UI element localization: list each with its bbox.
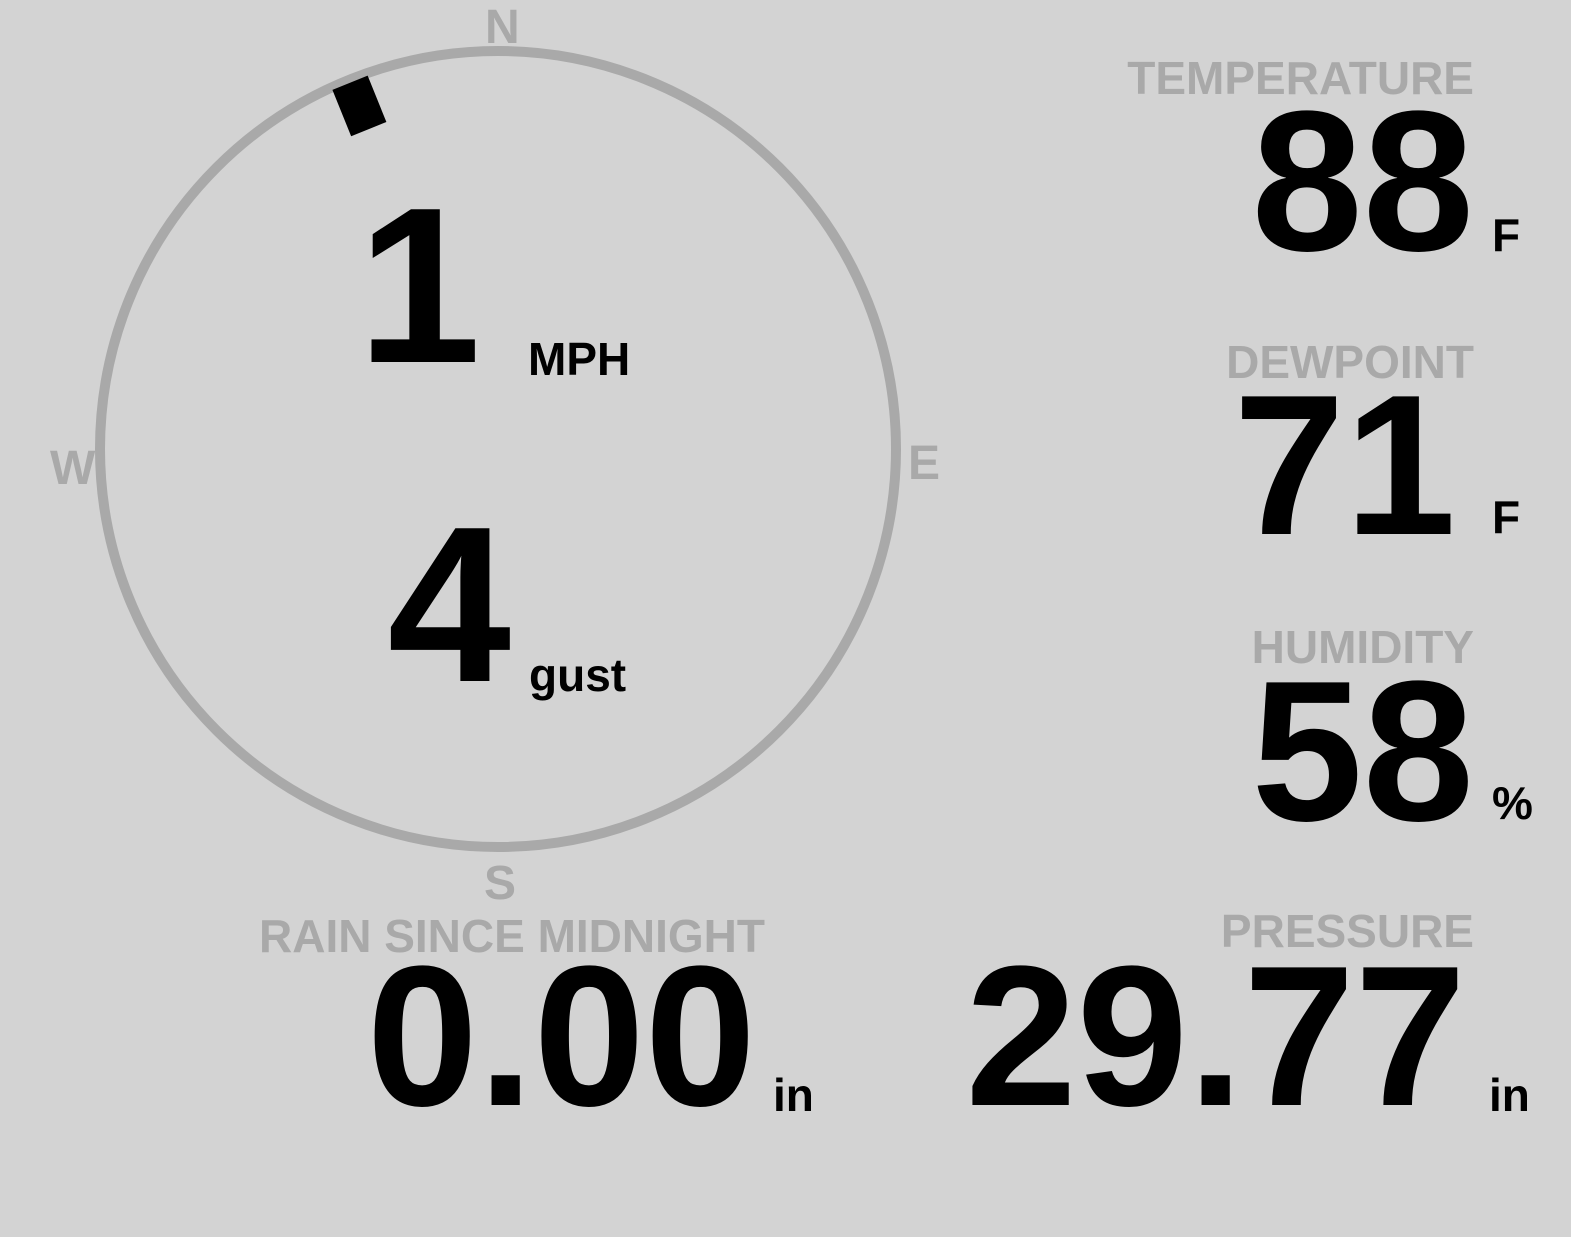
compass-east: E	[908, 437, 941, 490]
pressure-value: 29.77	[965, 925, 1467, 1148]
compass-south: S	[484, 857, 517, 910]
wind-compass-dial	[95, 46, 901, 852]
wind-gust-unit: gust	[529, 649, 627, 701]
pressure-label: PRESSURE	[1220, 905, 1474, 957]
wind-gust-value: 4	[387, 481, 511, 729]
dewpoint-unit: F	[1492, 491, 1521, 543]
rain-unit: in	[773, 1069, 814, 1121]
humidity-value: 58	[1251, 640, 1474, 863]
temperature-value: 88	[1251, 70, 1474, 293]
dewpoint-value: 71	[1233, 354, 1456, 577]
rain-label: RAIN SINCE MIDNIGHT	[259, 910, 765, 962]
dewpoint-label: DEWPOINT	[1226, 336, 1474, 388]
wind-direction-marker	[332, 75, 387, 137]
compass-north: N	[485, 1, 520, 54]
temperature-label: TEMPERATURE	[1127, 52, 1474, 104]
pressure-unit: in	[1489, 1069, 1530, 1121]
wind-speed-value: 1	[357, 162, 481, 410]
compass-ring	[95, 46, 901, 852]
rain-value: 0.00	[366, 925, 756, 1148]
compass-west: W	[50, 442, 96, 495]
humidity-label: HUMIDITY	[1251, 621, 1474, 673]
temperature-unit: F	[1492, 209, 1521, 261]
wind-speed-unit: MPH	[528, 333, 631, 385]
humidity-unit: %	[1492, 777, 1533, 829]
